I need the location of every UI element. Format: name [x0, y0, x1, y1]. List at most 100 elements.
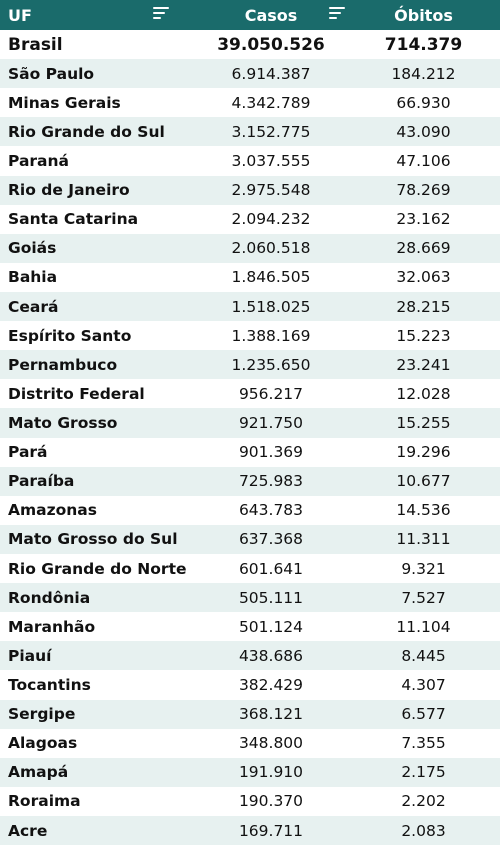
state-casos: 4.342.789 [231, 93, 311, 112]
state-name: Distrito Federal [8, 384, 145, 403]
table-row: Pará 901.369 19.296 [0, 437, 500, 467]
state-casos: 643.783 [238, 501, 304, 520]
state-name: Amapá [8, 763, 69, 782]
state-casos: 438.686 [238, 646, 304, 665]
state-obitos: 19.296 [396, 443, 451, 462]
state-casos: 1.518.025 [231, 297, 311, 316]
state-casos: 1.846.505 [231, 268, 311, 287]
state-obitos: 2.083 [401, 821, 446, 840]
state-obitos: 15.255 [396, 413, 451, 432]
state-casos: 2.094.232 [231, 210, 311, 229]
state-name: Ceará [8, 297, 59, 316]
table-row: Distrito Federal 956.217 12.028 [0, 379, 500, 409]
state-name: Bahia [8, 268, 58, 287]
table-row: Espírito Santo 1.388.169 15.223 [0, 321, 500, 351]
state-obitos: 184.212 [391, 64, 456, 83]
state-obitos: 2.202 [401, 792, 446, 811]
state-obitos: 7.355 [401, 734, 446, 753]
uf-column-header[interactable]: UF [0, 0, 195, 30]
table-row: Ceará 1.518.025 28.215 [0, 291, 500, 322]
state-name: Alagoas [8, 734, 78, 753]
table-row: Paraíba 725.983 10.677 [0, 466, 500, 496]
state-name: Pernambuco [8, 355, 118, 374]
state-name: Rio Grande do Sul [8, 122, 165, 141]
casos-header-label: Casos [244, 5, 298, 25]
table-row: Mato Grosso do Sul 637.368 11.311 [0, 524, 500, 554]
state-obitos: 78.269 [396, 181, 451, 200]
state-name: Pará [8, 443, 48, 462]
table-row: Acre 169.711 2.083 [0, 815, 500, 845]
state-obitos: 66.930 [396, 93, 451, 112]
total-name: Brasil [8, 34, 63, 55]
state-obitos: 43.090 [396, 122, 451, 141]
state-name: Rondônia [8, 588, 91, 607]
table-row: Santa Catarina 2.094.232 23.162 [0, 204, 500, 234]
state-name: Paraíba [8, 472, 75, 491]
obitos-column-header[interactable]: Óbitos [347, 0, 500, 30]
table-row: Rio Grande do Norte 601.641 9.321 [0, 553, 500, 584]
state-casos: 637.368 [238, 530, 304, 549]
state-casos: 6.914.387 [231, 64, 311, 83]
state-casos: 501.124 [238, 617, 304, 636]
table-row: Rondônia 505.111 7.527 [0, 583, 500, 613]
table-row: Bahia 1.846.505 32.063 [0, 262, 500, 292]
state-obitos: 6.577 [401, 705, 446, 724]
state-name: Rio de Janeiro [8, 181, 130, 200]
state-casos: 368.121 [238, 705, 304, 724]
state-casos: 169.711 [238, 821, 304, 840]
state-name: Santa Catarina [8, 210, 139, 229]
table-row: São Paulo 6.914.387 184.212 [0, 59, 500, 89]
state-name: Goiás [8, 239, 57, 258]
table-row: Roraima 190.370 2.202 [0, 786, 500, 816]
state-name: Acre [8, 821, 48, 840]
table-row: Mato Grosso 921.750 15.255 [0, 408, 500, 438]
state-obitos: 32.063 [396, 268, 451, 287]
total-obitos: 714.379 [384, 34, 463, 55]
state-obitos: 28.669 [396, 239, 451, 258]
state-obitos: 14.536 [396, 501, 451, 520]
table-row: Minas Gerais 4.342.789 66.930 [0, 88, 500, 118]
state-obitos: 47.106 [396, 151, 451, 170]
casos-column-header[interactable]: Casos [195, 0, 347, 30]
state-obitos: 8.445 [401, 646, 446, 665]
state-casos: 1.235.650 [231, 355, 311, 374]
state-obitos: 9.321 [401, 559, 446, 578]
uf-filter-icon[interactable] [153, 7, 169, 23]
obitos-header-label: Óbitos [394, 5, 453, 25]
casos-filter-icon[interactable] [329, 7, 345, 23]
state-casos: 3.037.555 [231, 151, 311, 170]
state-name: Rio Grande do Norte [8, 559, 187, 578]
state-obitos: 23.241 [396, 355, 451, 374]
state-casos: 921.750 [238, 413, 304, 432]
table-row: Goiás 2.060.518 28.669 [0, 233, 500, 263]
table-row: Rio Grande do Sul 3.152.775 43.090 [0, 117, 500, 147]
state-obitos: 7.527 [401, 588, 446, 607]
uf-header-label: UF [8, 5, 32, 25]
state-obitos: 11.311 [396, 530, 451, 549]
table-row: Rio de Janeiro 2.975.548 78.269 [0, 175, 500, 205]
table-row: Paraná 3.037.555 47.106 [0, 146, 500, 176]
table-row: Tocantins 382.429 4.307 [0, 670, 500, 700]
state-obitos: 10.677 [396, 472, 451, 491]
state-obitos: 12.028 [396, 384, 451, 403]
state-casos: 601.641 [238, 559, 304, 578]
state-obitos: 23.162 [396, 210, 451, 229]
state-obitos: 28.215 [396, 297, 451, 316]
state-casos: 191.910 [238, 763, 304, 782]
state-casos: 348.800 [238, 734, 304, 753]
state-casos: 1.388.169 [231, 326, 311, 345]
state-name: Tocantins [8, 675, 91, 694]
table-row: Pernambuco 1.235.650 23.241 [0, 350, 500, 380]
state-name: Mato Grosso do Sul [8, 530, 178, 549]
state-obitos: 2.175 [401, 763, 446, 782]
state-name: Roraima [8, 792, 81, 811]
state-casos: 2.975.548 [231, 181, 311, 200]
state-casos: 382.429 [238, 675, 304, 694]
state-casos: 901.369 [238, 443, 304, 462]
state-name: Mato Grosso [8, 413, 118, 432]
total-casos: 39.050.526 [217, 34, 325, 55]
table-header: UF Casos Óbitos [0, 0, 500, 30]
state-casos: 725.983 [238, 472, 304, 491]
table-row: Amazonas 643.783 14.536 [0, 495, 500, 525]
